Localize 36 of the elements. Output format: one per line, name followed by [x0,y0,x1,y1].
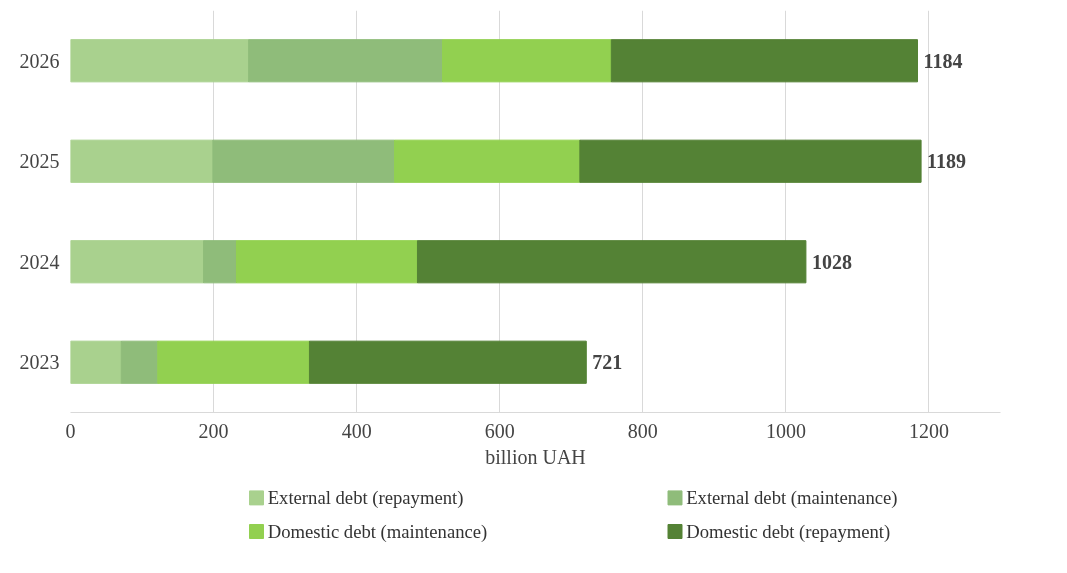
x-tick-label: 400 [341,419,372,442]
bar [157,340,310,384]
bar [394,139,581,183]
legend-label: External debt (maintenance) [686,487,898,510]
bar [442,39,612,83]
total-label: 1028 [811,250,852,273]
x-tick-label: 1200 [908,419,949,442]
total-label: 1184 [923,49,963,72]
bar [70,39,250,83]
bar [610,39,919,83]
legend-label: Domestic debt (repayment) [686,521,891,543]
y-tick-label: 2026 [19,49,60,72]
total-label: 1189 [927,150,966,173]
legend-label: External debt (repayment) [267,487,464,510]
x-axis-title: billion UAH [485,445,586,468]
y-tick-label: 2024 [19,250,60,273]
bar [212,139,396,183]
bar [308,340,587,384]
bar [70,139,214,183]
y-tick-label: 2025 [19,150,60,173]
bar [120,340,159,384]
bar [203,240,237,284]
x-tick-label: 200 [198,419,229,442]
y-tick-label: 2023 [19,351,60,374]
legend-label: Domestic debt (maintenance) [267,521,488,543]
bar [248,39,443,83]
bar [70,340,122,384]
bar [235,240,418,284]
bar [416,240,807,284]
x-tick-label: 1000 [765,419,806,442]
x-tick-label: 600 [484,419,515,442]
total-label: 721 [592,351,623,374]
x-tick-label: 0 [65,419,76,442]
bar [579,139,922,183]
bar [70,240,205,284]
x-tick-label: 800 [627,419,658,442]
